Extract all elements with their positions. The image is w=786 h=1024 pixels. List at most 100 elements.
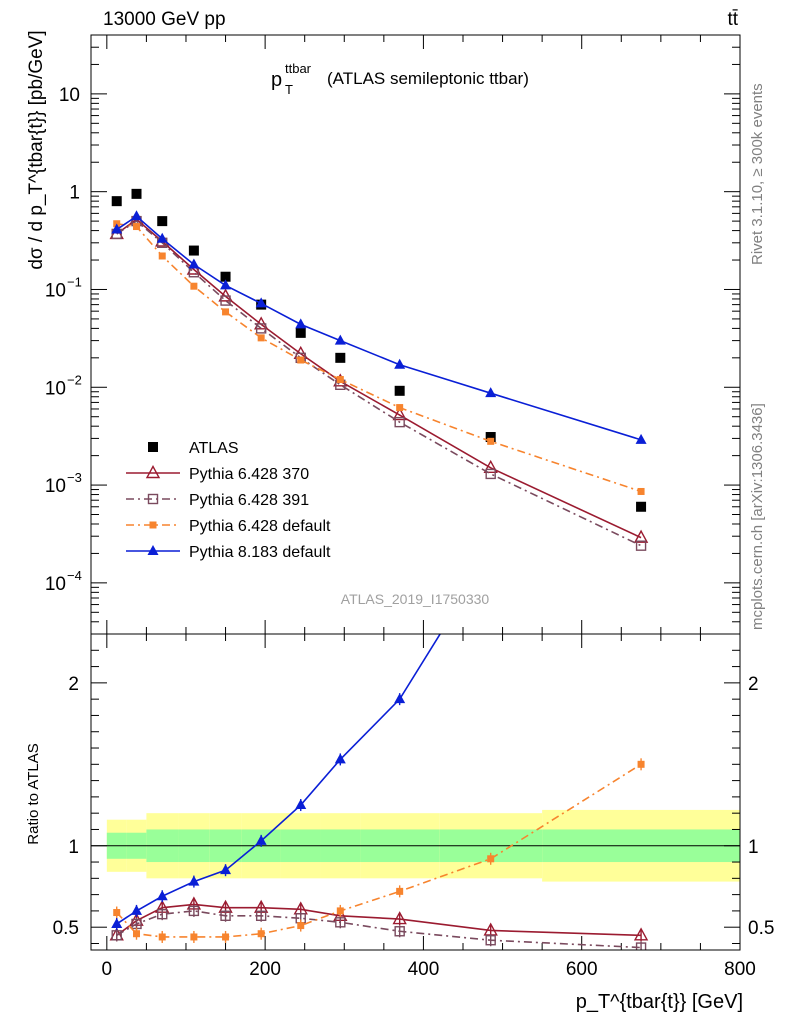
point-atlas [157,216,168,227]
point-py6def [190,282,198,290]
ratio-point-py8def [220,864,232,875]
y-tick-label-ratio-left: 0.5 [53,918,79,939]
ratio-point-py391 [485,935,496,946]
y-tick-label-main: 10 [59,85,80,106]
point-py8def [111,223,123,234]
title-sub: T [285,82,293,97]
ratio-point-py6def [487,855,495,863]
point-py8def [156,232,168,243]
ratio-frame [90,633,741,951]
x-tick-label: 600 [566,959,598,980]
ratio-band [91,809,740,882]
point-atlas [295,327,306,338]
point-py370 [483,459,498,474]
point-py6def [257,334,265,342]
point-py6def [158,252,166,260]
title-p: p [271,69,282,91]
y-tick-label-ratio-left: 1 [68,837,79,858]
y-tick-label-main: 10 −1 [45,274,82,301]
ratio-point-py391 [394,926,405,937]
y-tick-label-base: 10 [45,574,66,595]
x-tick-label: 800 [724,959,756,980]
point-py6def [222,308,230,316]
x-tick-label: 0 [102,959,113,980]
legend-label-py391: Pythia 6.428 391 [189,492,309,509]
legend-marker-atlas [148,442,158,452]
point-py370 [633,529,649,543]
ratio-point-py391 [635,942,647,950]
y-tick-label-base: 1 [69,183,80,204]
point-py6def [297,356,305,364]
y-tick-label-ratio-left: 2 [68,674,79,695]
x-tick-label: 200 [249,959,281,980]
ratio-point-py6def [222,933,230,941]
point-atlas [394,385,405,396]
legend-label-py370: Pythia 6.428 370 [189,466,309,483]
point-atlas [636,501,647,512]
legend-marker-py6def [149,521,157,529]
series-line-py391 [116,220,642,547]
ratio-point-py370 [392,911,407,925]
point-py8def [485,387,497,398]
y-tick-label-base: 10 [45,280,66,301]
y-tick-label-main: 10 −2 [45,372,82,399]
legend-marker-py8def [147,545,159,555]
ratio-point-py8def [334,753,346,764]
point-py6def [336,376,344,384]
ratio-point-py6def [297,922,305,930]
y-tick-label-base: 10 [45,378,66,399]
ratio-point-py8def [394,693,406,704]
point-py8def [220,279,232,290]
y-tick-label-main: 10 −3 [45,470,82,497]
energy-label: 13000 GeV pp [103,9,226,30]
y-tick-label-exp: −1 [67,274,82,289]
point-atlas [335,352,346,363]
y-tick-label-main: 10 −4 [45,568,82,595]
ratio-axes: 0.5 0.5 1 1 2 2 0 200 400 600 800 [53,634,774,980]
y-tick-label-base: 10 [59,85,80,106]
ratio-point-py6def [190,933,198,941]
y-tick-label-exp: −4 [67,568,82,583]
main-title: p ttbar T (ATLAS semileptonic ttbar) [271,61,529,97]
legend-label-py8def: Pythia 8.183 default [189,544,331,561]
ratio-line-py6def [116,763,642,938]
point-atlas [485,432,496,443]
point-py391 [394,416,405,428]
point-py6def [133,223,141,231]
y-tick-label-ratio-right: 0.5 [748,918,774,939]
ratio-point-py391 [111,930,122,941]
point-atlas [188,245,199,256]
analysis-id: ATLAS_2019_I1750330 [341,591,490,607]
point-py8def [188,258,200,269]
ratio-point-py8def [156,890,168,901]
ratio-point-py6def [336,907,344,915]
ratio-point-py8def [255,834,267,845]
mcplots-label: mcplots.cern.ch [arXiv:1306.3436] [749,403,766,630]
process-label: tt̄ [727,9,738,30]
point-py8def [394,358,406,369]
point-py391 [635,540,647,551]
ratio-point-py6def [113,909,121,917]
ratio-point-py6def [158,933,166,941]
y-tick-label-ratio-right: 2 [748,674,759,695]
point-py8def [255,297,267,308]
ratio-point-py391 [255,910,267,921]
point-atlas [111,196,122,207]
point-py8def [635,433,647,444]
ratio-point-py6def [396,887,404,895]
ratio-line-py391 [116,910,642,949]
point-atlas [220,271,231,282]
rivet-label: Rivet 3.1.10, ≥ 300k events [749,83,766,265]
ratio-point-py391 [335,917,346,928]
ratio-point-py8def [295,799,307,810]
point-atlas [131,188,142,199]
ratio-point-py391 [220,910,231,921]
ratio-point-py8def [188,875,200,886]
legend-label-py6def: Pythia 6.428 default [189,518,331,535]
x-tick-label: 400 [408,959,440,980]
ratio-point-py6def [133,930,141,938]
ratio-point-py370 [633,927,649,941]
point-py391 [220,295,231,306]
y-tick-label-exp: −3 [67,470,82,485]
